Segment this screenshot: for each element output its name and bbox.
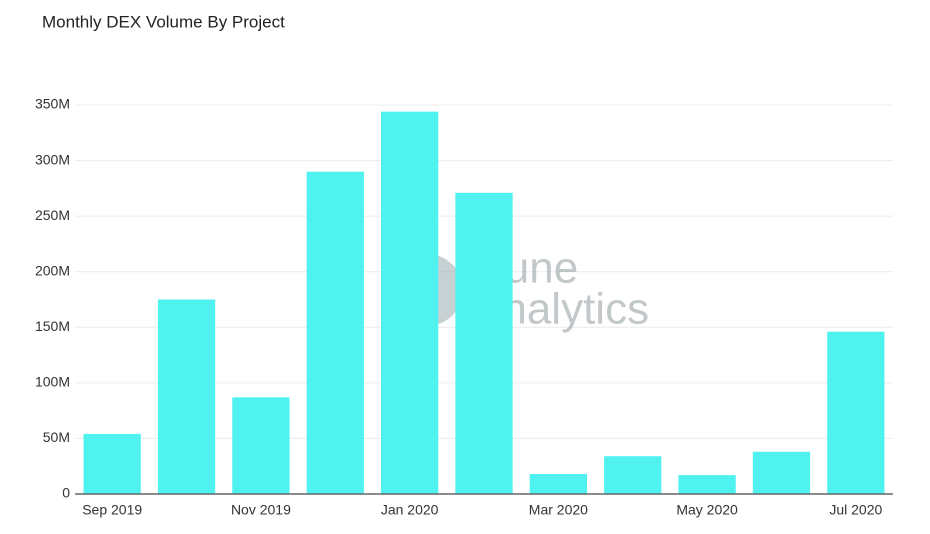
x-tick-label: Nov 2019 <box>231 502 291 518</box>
bar <box>83 433 141 494</box>
y-tick-label: 350M <box>35 96 70 112</box>
bar <box>752 451 811 494</box>
x-tick-label: May 2020 <box>676 502 738 518</box>
bar <box>157 299 216 494</box>
y-tick-label: 150M <box>35 318 70 334</box>
bar <box>381 111 439 494</box>
y-tick-label: 100M <box>35 374 70 390</box>
bar <box>529 473 587 494</box>
x-tick-label: Sep 2019 <box>82 502 142 518</box>
y-tick-label: 200M <box>35 262 70 278</box>
bar <box>232 397 290 494</box>
bar <box>604 456 662 494</box>
bar <box>678 475 736 494</box>
y-tick-label: 0 <box>62 485 70 501</box>
y-tick-label: 250M <box>35 207 70 223</box>
chart-title: Monthly DEX Volume By Project <box>42 12 285 31</box>
y-tick-label: 300M <box>35 151 70 167</box>
bar <box>827 331 885 494</box>
x-tick-label: Mar 2020 <box>529 502 588 518</box>
x-tick-label: Jan 2020 <box>381 502 439 518</box>
bar <box>455 192 513 494</box>
y-tick-label: 50M <box>43 429 70 445</box>
bar <box>306 171 364 494</box>
x-tick-label: Jul 2020 <box>829 502 882 518</box>
